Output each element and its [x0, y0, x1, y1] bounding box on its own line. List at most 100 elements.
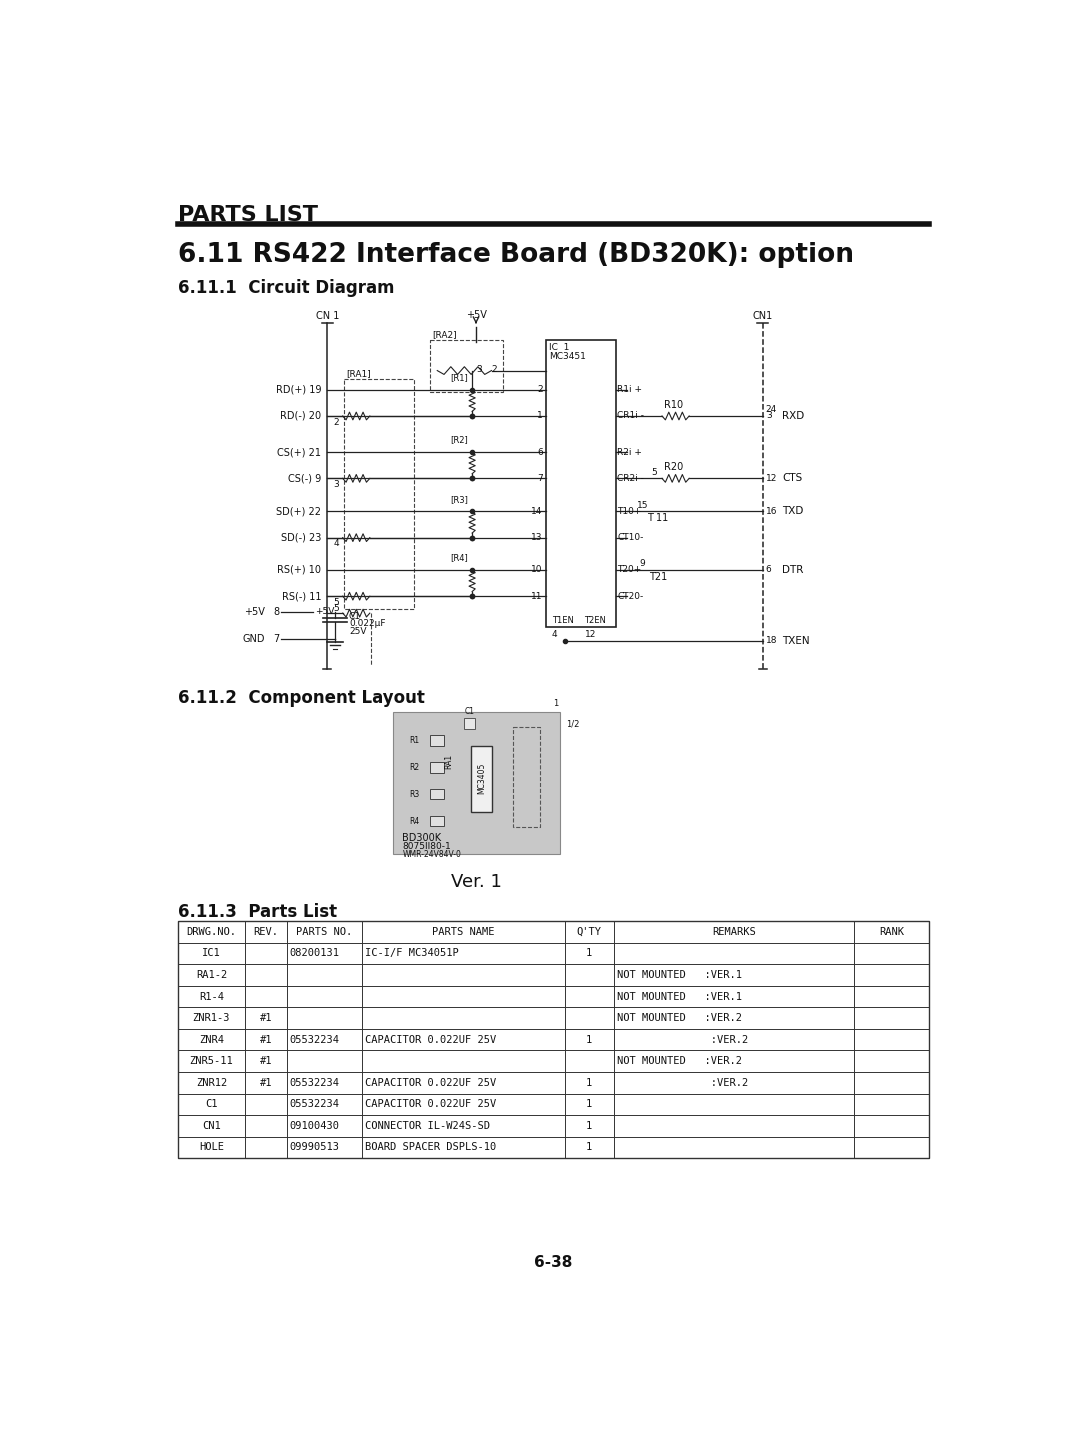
Bar	[464, 718, 475, 728]
Bar	[430, 340, 503, 393]
Text: CR2i -: CR2i -	[617, 473, 644, 484]
Text: 1: 1	[586, 1078, 592, 1088]
Bar	[513, 727, 540, 827]
Text: CTS: CTS	[782, 473, 802, 484]
Text: 12: 12	[766, 473, 778, 484]
Text: 09990513: 09990513	[289, 1143, 340, 1153]
Text: R2: R2	[409, 763, 419, 771]
Text: Q'TY: Q'TY	[577, 927, 602, 937]
Text: CT10-: CT10-	[617, 534, 644, 543]
Text: RA1-2: RA1-2	[195, 970, 227, 980]
Text: R10: R10	[664, 400, 684, 410]
Text: IC-I/F MC34051P: IC-I/F MC34051P	[365, 948, 459, 958]
Text: ZNR5-11: ZNR5-11	[190, 1056, 233, 1066]
Text: RS(+) 10: RS(+) 10	[276, 566, 321, 576]
Text: :VER.2: :VER.2	[617, 1035, 748, 1045]
Text: NOT MOUNTED   :VER.2: NOT MOUNTED :VER.2	[617, 1013, 742, 1023]
Text: 10: 10	[531, 566, 542, 574]
Bar	[430, 816, 444, 826]
Text: 05532234: 05532234	[289, 1099, 340, 1109]
Text: 12: 12	[584, 630, 596, 639]
Text: HOLE: HOLE	[199, 1143, 224, 1153]
Text: R1-4: R1-4	[199, 991, 224, 1002]
Text: 6.11 RS422 Interface Board (BD320K): option: 6.11 RS422 Interface Board (BD320K): opt…	[177, 242, 853, 268]
Text: CAPACITOR 0.022UF 25V: CAPACITOR 0.022UF 25V	[365, 1078, 496, 1088]
Text: R2i +: R2i +	[617, 448, 642, 456]
Text: 1: 1	[586, 1143, 592, 1153]
Text: [R4]: [R4]	[450, 554, 469, 563]
Text: RD(+) 19: RD(+) 19	[275, 384, 321, 394]
Text: 15: 15	[637, 501, 648, 509]
Text: [R2]: [R2]	[450, 436, 469, 445]
Bar	[545, 340, 616, 627]
Text: +5V: +5V	[244, 607, 266, 616]
Text: R1i +: R1i +	[617, 386, 642, 394]
Text: NOT MOUNTED   :VER.1: NOT MOUNTED :VER.1	[617, 991, 742, 1002]
Text: 3: 3	[766, 412, 771, 420]
Text: Ver. 1: Ver. 1	[450, 873, 501, 891]
Text: 3: 3	[334, 481, 339, 489]
Text: 1: 1	[586, 1099, 592, 1109]
Text: 1: 1	[553, 699, 558, 708]
Text: 13: 13	[531, 534, 542, 543]
Text: 6.11.1  Circuit Diagram: 6.11.1 Circuit Diagram	[177, 279, 394, 296]
Text: #1: #1	[259, 1078, 272, 1088]
Text: CONNECTOR IL-W24S-SD: CONNECTOR IL-W24S-SD	[365, 1121, 490, 1131]
Text: RXD: RXD	[782, 412, 805, 422]
Text: CN1: CN1	[202, 1121, 220, 1131]
Text: #1: #1	[259, 1035, 272, 1045]
Text: 6: 6	[766, 566, 771, 574]
Text: PARTS NO.: PARTS NO.	[296, 927, 352, 937]
Text: 0.022μF: 0.022μF	[349, 619, 386, 629]
Text: RD(-) 20: RD(-) 20	[280, 412, 321, 422]
Text: T2EN: T2EN	[584, 616, 606, 626]
Text: NOT MOUNTED   :VER.1: NOT MOUNTED :VER.1	[617, 970, 742, 980]
Text: 05532234: 05532234	[289, 1035, 340, 1045]
Text: 5: 5	[334, 597, 339, 607]
Text: 1: 1	[586, 1121, 592, 1131]
Text: #1: #1	[259, 1013, 272, 1023]
Text: IC1: IC1	[202, 948, 220, 958]
Text: REV.: REV.	[254, 927, 279, 937]
Text: R1: R1	[409, 735, 419, 744]
Text: T10+: T10+	[617, 507, 642, 517]
Text: CR1i -: CR1i -	[617, 412, 644, 420]
Text: 09100430: 09100430	[289, 1121, 340, 1131]
Text: CN1: CN1	[753, 311, 773, 321]
Text: T21: T21	[649, 571, 667, 581]
Text: T1EN: T1EN	[552, 616, 573, 626]
Text: CS(-) 9: CS(-) 9	[287, 473, 321, 484]
Text: CT20-: CT20-	[617, 591, 644, 600]
Bar	[177, 921, 930, 1158]
Text: R3: R3	[409, 790, 419, 799]
Text: C1: C1	[464, 707, 475, 715]
Bar	[430, 789, 444, 800]
Text: 6-38: 6-38	[535, 1255, 572, 1269]
Bar	[430, 735, 444, 745]
Text: +5V: +5V	[465, 309, 486, 319]
Text: CAPACITOR 0.022UF 25V: CAPACITOR 0.022UF 25V	[365, 1099, 496, 1109]
Text: [R3]: [R3]	[450, 495, 469, 504]
Text: 8075II80-1: 8075II80-1	[403, 842, 451, 850]
Text: IC  1: IC 1	[549, 342, 569, 353]
Text: ZNR12: ZNR12	[195, 1078, 227, 1088]
Text: 1: 1	[586, 1035, 592, 1045]
Text: 9: 9	[639, 560, 646, 568]
Text: +5V: +5V	[314, 607, 334, 616]
Text: 2: 2	[491, 364, 497, 374]
Text: PARTS NAME: PARTS NAME	[432, 927, 495, 937]
Text: [RA2]: [RA2]	[432, 330, 457, 340]
Text: ZNR1-3: ZNR1-3	[192, 1013, 230, 1023]
Text: 24: 24	[766, 406, 778, 414]
Text: 08200131: 08200131	[289, 948, 340, 958]
Text: 7: 7	[273, 633, 280, 643]
Text: 7: 7	[537, 473, 542, 484]
Text: 25V: 25V	[349, 627, 366, 636]
Text: SD(-) 23: SD(-) 23	[281, 532, 321, 543]
Text: 11: 11	[531, 591, 542, 600]
Text: 2: 2	[537, 386, 542, 394]
Text: R20: R20	[664, 462, 684, 472]
Text: NOT MOUNTED   :VER.2: NOT MOUNTED :VER.2	[617, 1056, 742, 1066]
Text: 05532234: 05532234	[289, 1078, 340, 1088]
Bar	[393, 712, 559, 855]
